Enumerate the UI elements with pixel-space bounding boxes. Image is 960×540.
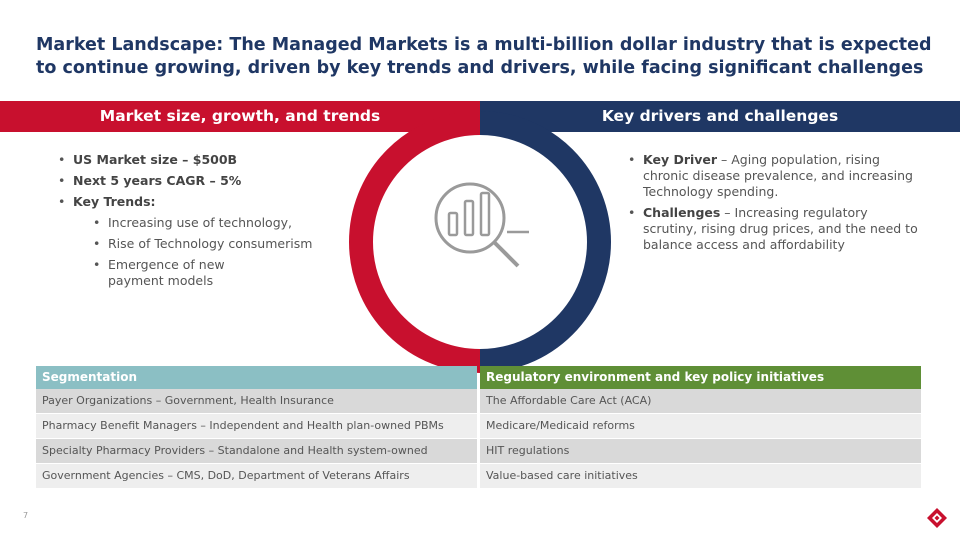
regulatory-header: Regulatory environment and key policy in… <box>480 366 921 389</box>
table-row: Specialty Pharmacy Providers – Standalon… <box>36 439 477 464</box>
table-row: Value-based care initiatives <box>480 464 921 489</box>
bullet-market-size: US Market size – $500B <box>58 152 358 168</box>
right-header-label: Key drivers and challenges <box>601 107 839 125</box>
market-size-bullets: US Market size – $500B Next 5 years CAGR… <box>58 152 358 294</box>
regulatory-table: Regulatory environment and key policy in… <box>480 366 921 489</box>
table-row: The Affordable Care Act (ACA) <box>480 389 921 414</box>
right-header-band <box>480 101 960 132</box>
bullet-cagr: Next 5 years CAGR – 5% <box>58 173 358 189</box>
magnifier-bar-chart-icon <box>434 182 529 268</box>
bullet-key-trends: Key Trends: <box>58 194 358 210</box>
trend-item: Emergence of new payment models <box>93 257 258 289</box>
table-row: Government Agencies – CMS, DoD, Departme… <box>36 464 477 489</box>
page-title: Market Landscape: The Managed Markets is… <box>36 35 932 78</box>
bullet-challenges: Challenges – Increasing regulatory scrut… <box>628 205 918 253</box>
ring-right-half <box>479 111 611 373</box>
segmentation-header: Segmentation <box>36 366 477 389</box>
table-row: Payer Organizations – Government, Health… <box>36 389 477 414</box>
segmentation-table: Segmentation Payer Organizations – Gover… <box>36 366 477 489</box>
table-row: Pharmacy Benefit Managers – Independent … <box>36 414 477 439</box>
ring-left-half <box>349 111 481 373</box>
bullet-key-driver: Key Driver – Aging population, rising ch… <box>628 152 918 200</box>
table-row: HIT regulations <box>480 439 921 464</box>
trend-item: Rise of Technology consumerism <box>93 236 358 252</box>
left-header-band <box>0 101 480 132</box>
brand-logo-icon <box>927 508 947 528</box>
page-number: 7 <box>23 511 29 520</box>
trend-item: Increasing use of technology, <box>93 215 358 231</box>
left-header-label: Market size, growth, and trends <box>99 107 381 125</box>
table-row: Medicare/Medicaid reforms <box>480 414 921 439</box>
drivers-bullets: Key Driver – Aging population, rising ch… <box>628 152 918 258</box>
